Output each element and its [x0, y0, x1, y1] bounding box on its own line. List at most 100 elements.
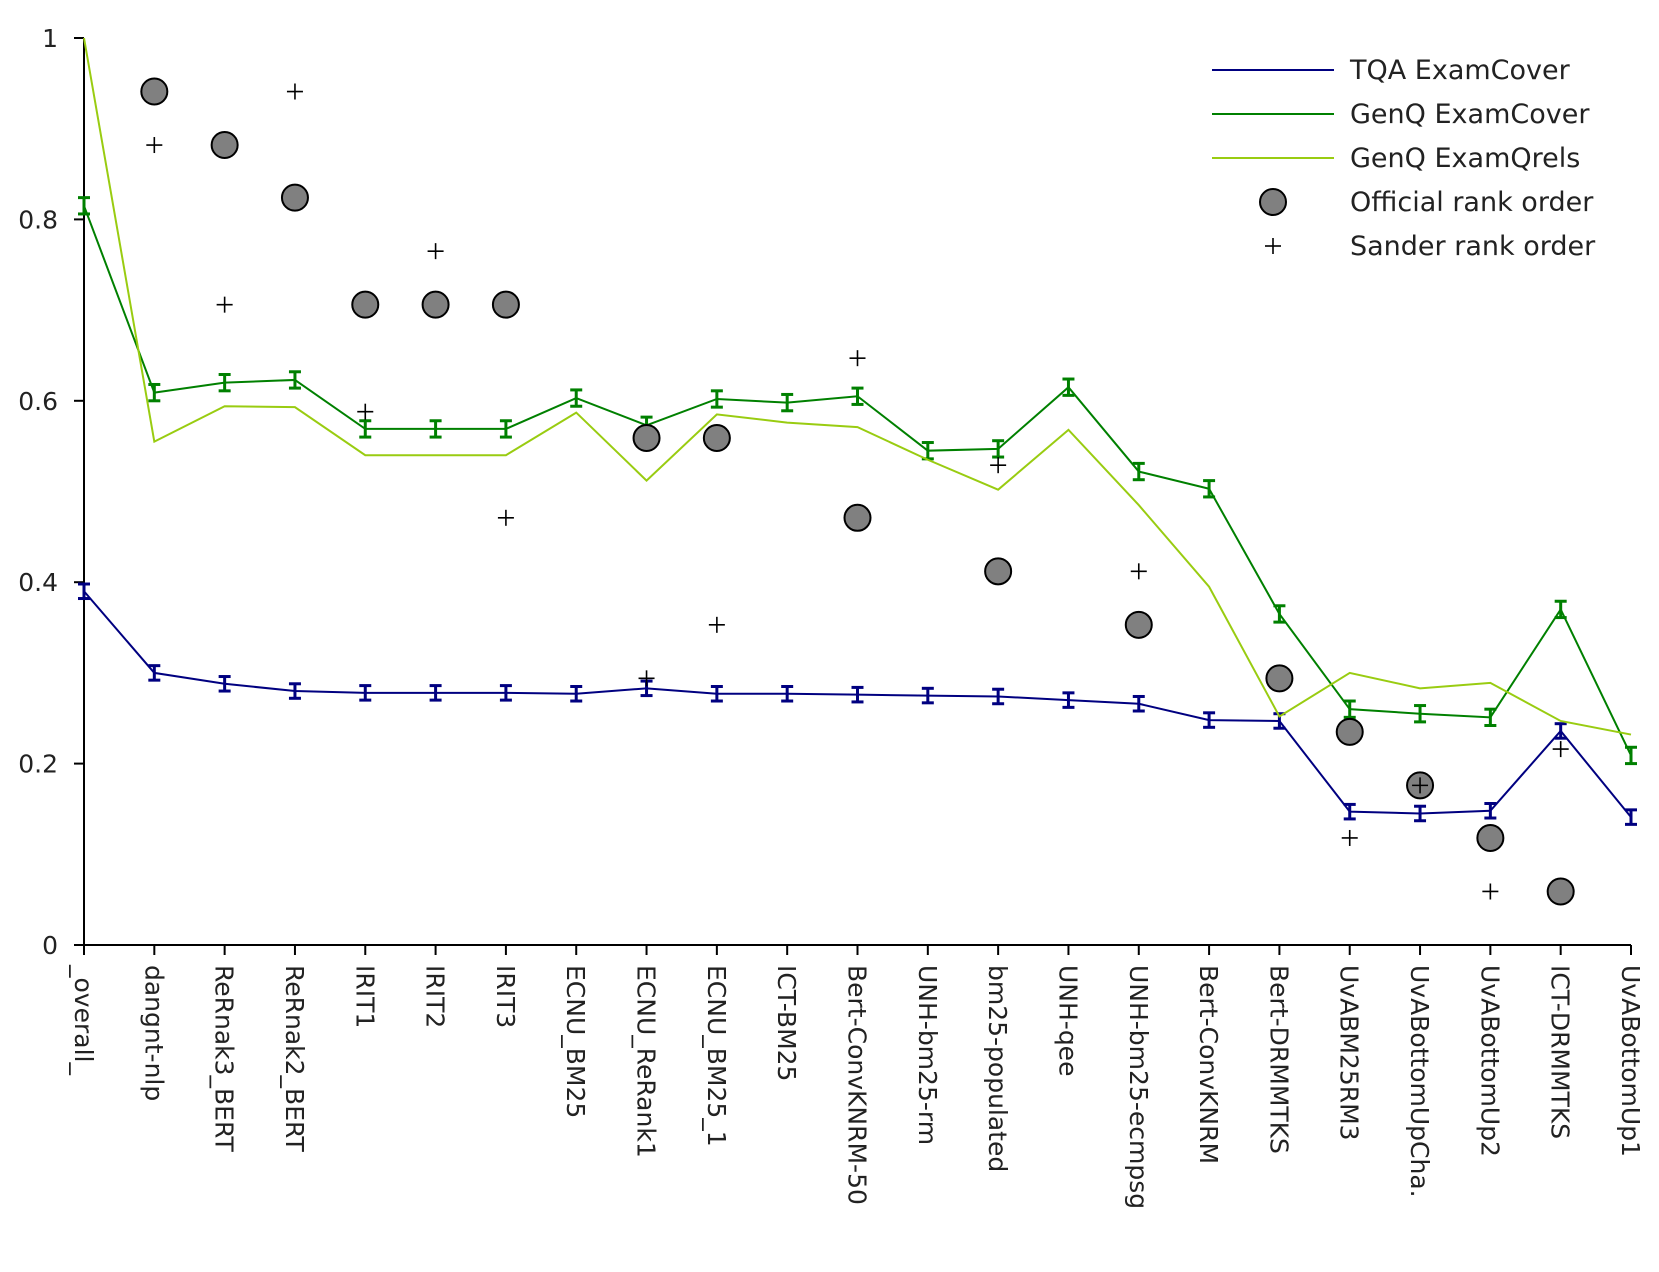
error-bar — [781, 392, 794, 413]
error-bar — [781, 685, 794, 703]
error-bar — [78, 582, 90, 601]
error-bar — [570, 388, 583, 408]
legend-item: Official rank order — [1259, 187, 1594, 218]
sander-rank-marker — [638, 670, 655, 687]
x-tick-label: _overall_ — [69, 964, 98, 1075]
error-bar — [921, 686, 934, 705]
error-bar — [78, 196, 90, 216]
official-rank-marker — [351, 290, 380, 319]
official-rank-marker — [421, 290, 450, 319]
error-bar — [1062, 691, 1075, 709]
x-tick-label: IRIT2 — [421, 965, 450, 1028]
error-bar — [499, 419, 512, 439]
official-rank-marker — [1124, 610, 1153, 639]
x-tick-label: UNH-bm25-rm — [913, 965, 942, 1145]
sander-rank-marker — [1412, 777, 1429, 794]
error-bar — [148, 664, 161, 682]
x-tick-label: ECNU_BM25_1 — [702, 965, 731, 1147]
x-tick-label: Bert-DRMMTKS — [1264, 965, 1293, 1154]
legend-label: Official rank order — [1350, 187, 1594, 218]
x-tick-label: UvABottomUp2 — [1475, 965, 1504, 1157]
x-tick-label: IRIT3 — [491, 965, 520, 1028]
error-bar — [288, 370, 301, 390]
error-bar — [851, 685, 864, 704]
error-bar — [1554, 722, 1567, 740]
x-tick-label: dangnt-nlp — [139, 965, 168, 1101]
sander-rank-marker — [427, 243, 444, 260]
series-layer — [78, 37, 1637, 826]
x-tick-label: Bert-ConvKNRM — [1194, 965, 1223, 1164]
x-tick-label: ECNU_ReRank1 — [632, 965, 661, 1158]
x-tick-label: UvABM25RM3 — [1335, 965, 1364, 1141]
sander-rank-marker — [497, 509, 514, 526]
official-rank-marker — [632, 423, 661, 452]
y-tick-label: 0 — [42, 931, 58, 960]
series-line — [83, 37, 1632, 736]
x-tick-label: ReRnak3_BERT — [210, 965, 239, 1153]
error-bar — [1132, 461, 1145, 482]
legend-item: GenQ ExamQrels — [1212, 143, 1580, 174]
official-rank-marker — [1546, 877, 1575, 906]
official-rank-marker — [984, 557, 1013, 586]
error-bar — [710, 685, 723, 703]
error-bar — [1484, 707, 1497, 728]
legend-label: GenQ ExamQrels — [1350, 143, 1580, 174]
error-bar — [1554, 599, 1567, 620]
error-bar — [1625, 745, 1637, 766]
error-bar — [359, 419, 372, 439]
sander-rank-marker — [1552, 741, 1569, 758]
error-bar — [1203, 711, 1216, 729]
official-rank-marker — [210, 131, 239, 160]
error-bar — [1414, 804, 1427, 823]
error-bar — [992, 439, 1005, 459]
error-bar — [1203, 479, 1216, 499]
error-bar — [710, 389, 723, 409]
official-rank-marker — [702, 423, 731, 452]
error-bar — [851, 386, 864, 406]
legend: TQA ExamCover GenQ ExamCover GenQ ExamQrel… — [1212, 55, 1596, 262]
error-bar — [218, 372, 231, 393]
error-bar — [429, 419, 442, 439]
error-bar — [1625, 808, 1637, 826]
sander-rank-marker — [286, 83, 303, 100]
official-rank-marker — [491, 290, 520, 319]
x-tick-label: bm25-populated — [983, 965, 1012, 1172]
x-tick-label: ReRnak2_BERT — [280, 965, 309, 1153]
error-bar — [1132, 694, 1145, 713]
error-bar — [992, 687, 1005, 706]
x-tick-label: Bert-ConvKNRM-50 — [843, 965, 872, 1205]
y-tick-label: 0.2 — [18, 750, 58, 779]
y-tick-label: 0.4 — [18, 568, 58, 597]
x-tick-label: UvABottomUpCha. — [1405, 965, 1434, 1198]
error-bar — [1343, 802, 1356, 821]
x-tick-label: IRIT1 — [350, 965, 379, 1028]
legend-item: TQA ExamCover — [1212, 55, 1571, 86]
error-bar — [148, 382, 161, 403]
sander-rank-marker — [146, 137, 163, 154]
error-bar — [1062, 377, 1075, 397]
sander-rank-marker — [990, 457, 1007, 474]
x-tick-label: UNH-qee — [1053, 965, 1082, 1076]
y-ticks: 0 0.2 0.4 0.6 0.8 1 — [18, 24, 84, 960]
axes-layer — [83, 38, 1631, 946]
official-rank-marker — [280, 183, 309, 212]
sander-rank-marker — [708, 616, 725, 633]
official-rank-marker — [843, 503, 872, 532]
y-tick-label: 1 — [42, 24, 58, 53]
error-bar — [1484, 802, 1497, 820]
error-bar — [429, 684, 442, 702]
sander-rank-marker — [849, 350, 866, 367]
official-rank-marker — [1476, 823, 1505, 852]
sander-rank-marker — [1130, 563, 1147, 580]
markers-layer — [140, 77, 1575, 906]
legend-item: GenQ ExamCover — [1212, 99, 1590, 130]
y-tick-label: 0.8 — [18, 205, 58, 234]
error-bar — [499, 684, 512, 702]
legend-label: TQA ExamCover — [1349, 55, 1571, 86]
error-bar — [359, 684, 372, 702]
x-tick-label: ECNU_BM25 — [561, 965, 590, 1118]
legend-item: Sander rank order — [1265, 231, 1596, 262]
x-tick-label: UvABottomUp1 — [1616, 965, 1645, 1157]
legend-swatch-circle — [1259, 188, 1287, 216]
